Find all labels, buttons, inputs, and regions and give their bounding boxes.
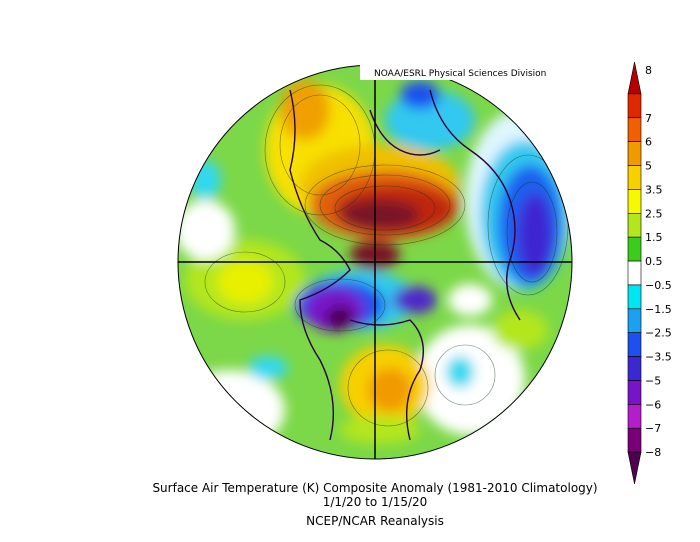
colorbar-swatch bbox=[627, 141, 642, 166]
date-end: 1/15/20 bbox=[381, 495, 428, 509]
colorbar-swatch bbox=[627, 61, 642, 95]
colorbar-swatch bbox=[627, 189, 642, 214]
colorbar-swatch bbox=[627, 356, 642, 381]
colorbar-label: 0.5 bbox=[645, 255, 663, 268]
colorbar-label: −2.5 bbox=[645, 327, 672, 340]
colorbar-label: −7 bbox=[645, 422, 661, 435]
colorbar-swatch bbox=[627, 380, 642, 405]
arctic-maroon bbox=[340, 200, 420, 230]
colorbar-swatch bbox=[627, 284, 642, 310]
colorbar-label: −8 bbox=[645, 446, 661, 459]
colorbar-swatch bbox=[627, 260, 642, 286]
colorbar: 8 7 6 5 3.5 2.5 1.5 0.5 −0.5 −1.5 −2.5 −3.5 −5 −6 −7 −8 bbox=[627, 61, 672, 485]
colorbar-label: 6 bbox=[645, 136, 652, 149]
siberia-orange bbox=[280, 80, 330, 140]
southwest-cyan bbox=[248, 356, 288, 380]
north-blue-strip bbox=[400, 81, 440, 109]
west-cyan-spot bbox=[189, 160, 221, 200]
colorbar-label: 5 bbox=[645, 160, 652, 173]
coastlines bbox=[289, 89, 521, 441]
colorbar-label: 2.5 bbox=[645, 207, 663, 220]
colorbar-swatch bbox=[627, 236, 642, 262]
south-cyan bbox=[446, 356, 474, 388]
map-title: Surface Air Temperature (K) Composite An… bbox=[152, 481, 598, 495]
colorbar-swatch bbox=[627, 93, 642, 119]
colorbar-label: 3.5 bbox=[645, 183, 663, 196]
canada-indigo bbox=[517, 193, 553, 277]
colorbar-label: −0.5 bbox=[645, 279, 672, 292]
credit-text: NOAA/ESRL Physical Sciences Division bbox=[374, 69, 546, 79]
center-east-purple bbox=[393, 286, 437, 314]
date-separator: to bbox=[365, 495, 378, 509]
colorbar-swatch bbox=[627, 332, 642, 357]
pacific-yellow-anomaly bbox=[217, 260, 273, 304]
colorbar-label: 7 bbox=[645, 112, 652, 125]
europe-orange bbox=[368, 368, 412, 412]
colorbar-swatch bbox=[627, 427, 642, 453]
colorbar-label: −1.5 bbox=[645, 303, 672, 316]
date-range: 1/1/20 to 1/15/20 bbox=[0, 495, 700, 509]
colorbar-label: 1.5 bbox=[645, 231, 663, 244]
colorbar-label: −6 bbox=[645, 398, 661, 411]
center-dark-purple bbox=[326, 306, 354, 330]
south-green-coast bbox=[492, 310, 548, 350]
southwest-white bbox=[178, 370, 285, 450]
colorbar-swatch bbox=[627, 117, 642, 142]
data-source: NCEP/NCAR Reanalysis bbox=[306, 514, 444, 528]
credit-box bbox=[360, 63, 585, 80]
colorbar-swatch bbox=[627, 308, 642, 334]
colorbar-swatch bbox=[627, 212, 642, 238]
colorbar-swatch bbox=[627, 451, 642, 485]
west-white-zone bbox=[178, 200, 235, 260]
colorbar-label: −3.5 bbox=[645, 351, 672, 364]
colorbar-label: −5 bbox=[645, 374, 661, 387]
colorbar-swatch bbox=[627, 404, 642, 429]
contour-lines bbox=[204, 84, 569, 427]
colorbar-swatch bbox=[627, 165, 642, 190]
colorbar-label: 8 bbox=[645, 64, 652, 77]
east-white-patch bbox=[448, 284, 492, 316]
date-start: 1/1/20 bbox=[322, 495, 362, 509]
north-africa-green bbox=[340, 416, 420, 444]
